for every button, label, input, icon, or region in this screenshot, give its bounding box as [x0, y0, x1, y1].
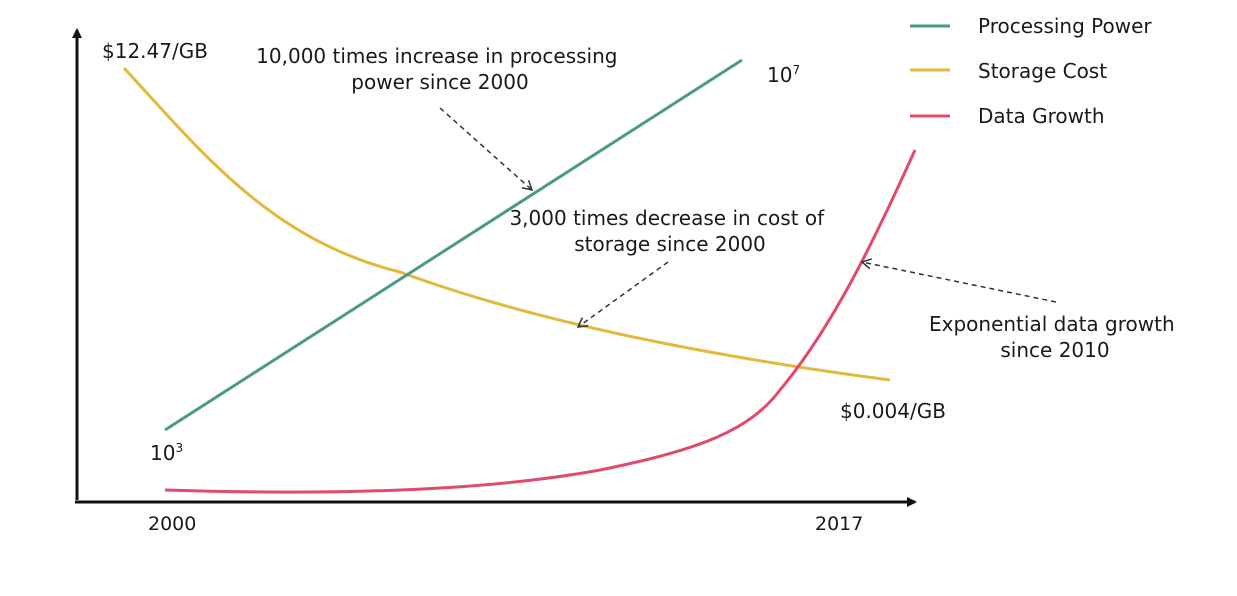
annotation-storage-line2: storage since 2000: [574, 232, 766, 256]
series-line-processing-power: [164, 58, 743, 432]
legend: Processing Power Storage Cost Data Growt…: [910, 14, 1152, 128]
processing-start-base: 10: [150, 441, 175, 465]
processing-start-label: 103: [150, 441, 183, 465]
legend-label-storage-cost: Storage Cost: [978, 59, 1107, 83]
legend-label-processing-power: Processing Power: [978, 14, 1152, 38]
legend-label-data-growth: Data Growth: [978, 104, 1105, 128]
annotation-processing-arrow: [439, 107, 534, 192]
x-tick-label-start: 2000: [148, 513, 196, 535]
annotation-storage-line1: 3,000 times decrease in cost of: [509, 206, 825, 230]
annotation-growth: Exponential data growth since 2010: [929, 312, 1181, 362]
annotation-storage: 3,000 times decrease in cost of storage …: [509, 206, 830, 256]
processing-start-exp: 3: [175, 441, 183, 455]
annotation-processing-line1: 10,000 times increase in processing: [256, 44, 617, 68]
annotation-storage-arrow: [576, 261, 669, 328]
annotation-growth-line1: Exponential data growth: [929, 312, 1175, 336]
processing-end-label: 107: [767, 63, 800, 87]
x-tick-label-end: 2017: [815, 513, 863, 535]
processing-end-base: 10: [767, 63, 792, 87]
processing-end-exp: 7: [792, 63, 800, 77]
annotation-processing-line2: power since 2000: [351, 70, 528, 94]
annotation-growth-arrow: [860, 258, 1057, 303]
series-line-data-growth: [164, 149, 917, 494]
annotation-growth-line2: since 2010: [1000, 338, 1109, 362]
series-line-storage-cost: [122, 66, 891, 382]
storage-end-label: $0.004/GB: [840, 399, 946, 423]
annotation-processing: 10,000 times increase in processing powe…: [256, 44, 624, 94]
storage-start-label: $12.47/GB: [102, 39, 208, 63]
